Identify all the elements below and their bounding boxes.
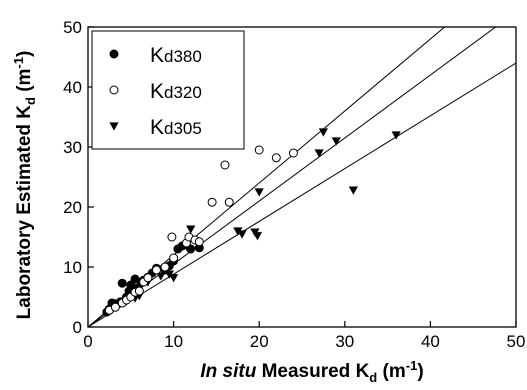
x-axis-ticks: 0 10 20 30 40 50	[83, 321, 525, 351]
plot-area-frame	[87, 26, 517, 328]
data-point	[348, 186, 358, 195]
x-tick-label: 0	[83, 332, 92, 351]
y-axis-title-main: Laboratory Estimated K	[14, 105, 35, 320]
legend-item-kd320: Kd320	[109, 80, 202, 103]
legend: Kd380 Kd320 Kd305	[91, 30, 245, 150]
y-tick-label: 40	[63, 78, 82, 97]
legend-marker	[109, 49, 119, 59]
data-point	[169, 274, 179, 283]
data-point	[110, 302, 120, 312]
legend-item-kd380: Kd380	[109, 44, 202, 67]
data-point	[134, 286, 144, 296]
data-point	[186, 244, 196, 254]
x-axis-title-close: )	[417, 361, 423, 382]
y-tick-label: 0	[73, 318, 82, 337]
x-tick-label: 50	[507, 332, 526, 351]
x-axis-title-italic: In situ	[200, 361, 256, 382]
legend-label: Kd380	[150, 44, 202, 67]
data-point	[220, 160, 230, 170]
x-axis-title-unit: (m	[377, 361, 406, 382]
y-tick-label: 50	[63, 18, 82, 37]
data-point	[254, 145, 264, 155]
x-axis-title-main: Measured K	[256, 361, 369, 382]
y-axis-title-unit: (m	[14, 69, 35, 98]
data-point	[167, 232, 177, 242]
legend-marker	[109, 122, 119, 131]
y-tick-label: 30	[63, 138, 82, 157]
legend-marker	[109, 85, 119, 95]
data-point	[314, 149, 324, 158]
legend-label: Kd320	[150, 80, 202, 103]
series-layer	[102, 128, 401, 317]
series-kd305	[104, 128, 401, 315]
data-point	[252, 232, 263, 241]
data-point	[169, 253, 179, 263]
data-point	[318, 128, 328, 137]
x-axis-title-sub: d	[369, 370, 377, 385]
data-point	[207, 197, 217, 207]
y-axis-title-close: )	[14, 51, 35, 57]
x-tick-label: 20	[250, 332, 269, 351]
x-tick-label: 40	[421, 332, 440, 351]
x-axis-title: In situ Measured Kd (m-1)	[200, 358, 423, 385]
y-axis-title-sub: d	[23, 97, 38, 105]
series-kd320	[104, 145, 298, 315]
data-point	[233, 227, 243, 236]
data-point	[271, 153, 281, 163]
legend-label: Kd305	[150, 116, 202, 139]
data-point	[160, 262, 170, 272]
y-axis-title: Laboratory Estimated Kd (m-1)	[11, 51, 38, 320]
data-point	[194, 237, 204, 247]
y-tick-label: 10	[63, 258, 82, 277]
data-point	[117, 278, 127, 288]
legend-item-kd305: Kd305	[109, 116, 202, 139]
x-tick-label: 10	[164, 332, 183, 351]
reference-line-3	[88, 62, 516, 327]
data-point	[186, 225, 196, 234]
y-axis-ticks: 0 10 20 30 40 50	[63, 18, 94, 337]
data-point	[254, 188, 264, 197]
x-tick-label: 30	[335, 332, 354, 351]
data-point	[288, 148, 298, 158]
x-axis-title-sup: -1	[406, 358, 418, 373]
data-point	[156, 272, 166, 281]
data-point	[224, 197, 234, 207]
data-point	[331, 137, 341, 146]
data-point	[237, 230, 247, 239]
data-point	[151, 265, 161, 275]
data-point	[143, 273, 153, 283]
y-axis-title-sup: -1	[11, 57, 26, 69]
data-point	[391, 131, 401, 140]
y-tick-label: 20	[63, 198, 82, 217]
